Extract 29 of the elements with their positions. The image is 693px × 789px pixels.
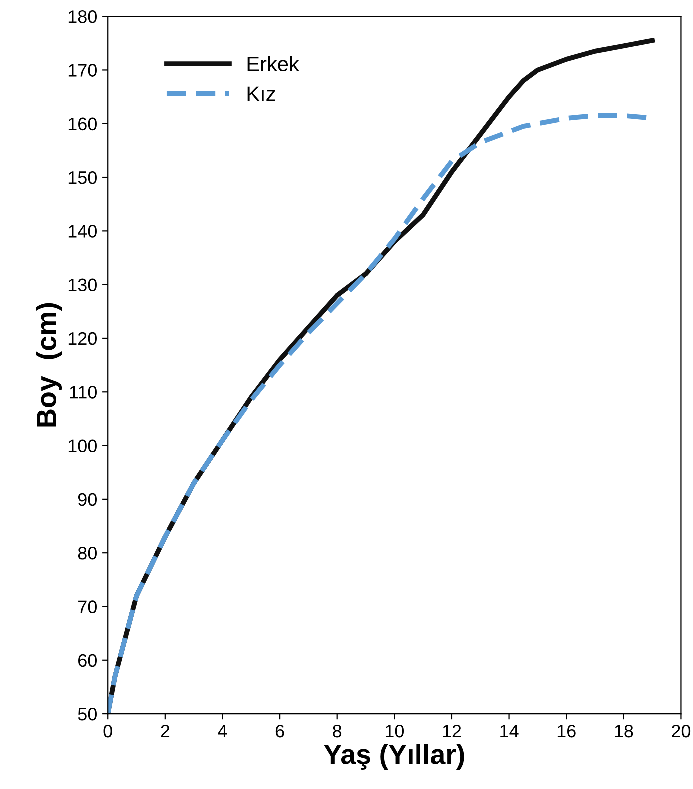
y-tick-label: 100 bbox=[68, 440, 97, 453]
y-tick-label: 120 bbox=[68, 332, 97, 346]
y-tick-label: 80 bbox=[78, 547, 97, 560]
y-tick-label: 180 bbox=[68, 10, 97, 24]
legend-label: Kız bbox=[248, 86, 276, 102]
x-tick-label: 4 bbox=[218, 725, 228, 738]
legend-label: Erkek bbox=[248, 56, 300, 72]
y-tick-label: 110 bbox=[70, 386, 97, 399]
y-tick-label: 150 bbox=[68, 171, 97, 184]
x-tick-label: 6 bbox=[276, 724, 284, 738]
y-tick-label: 70 bbox=[78, 600, 97, 614]
y-axis-title: Boy (cm) bbox=[36, 303, 62, 427]
y-tick-label: 160 bbox=[68, 118, 97, 131]
x-tick-label: 10 bbox=[386, 724, 404, 738]
x-tick-label: 16 bbox=[558, 724, 576, 738]
x-axis-title: Yaş (Yıllar) bbox=[324, 744, 464, 770]
y-tick-label: 50 bbox=[78, 708, 97, 721]
y-tick-label: 60 bbox=[78, 654, 97, 668]
y-tick-label: 90 bbox=[78, 493, 97, 506]
x-tick-label: 0 bbox=[104, 724, 112, 738]
x-tick-label: 14 bbox=[500, 725, 519, 738]
x-tick-label: 18 bbox=[615, 724, 634, 738]
y-tick-label: 140 bbox=[68, 225, 97, 238]
x-tick-label: 2 bbox=[161, 724, 170, 738]
x-tick-label: 8 bbox=[333, 724, 342, 738]
x-tick-label: 20 bbox=[672, 724, 691, 738]
y-tick-label: 130 bbox=[68, 278, 97, 292]
x-tick-label: 12 bbox=[443, 724, 462, 738]
y-tick-label: 170 bbox=[68, 64, 97, 77]
